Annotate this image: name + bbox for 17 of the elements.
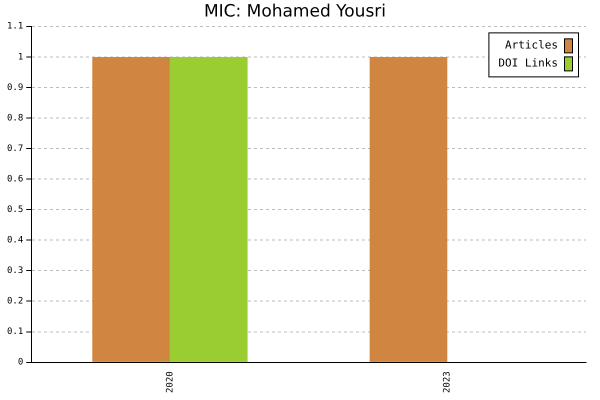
legend-label: DOI Links [498, 56, 558, 70]
chart-title: MIC: Mohamed Yousri [204, 2, 386, 22]
y-tick-label: 0.2 [6, 296, 24, 307]
x-tick-label: 2023 [442, 371, 453, 394]
legend-label: Articles [505, 38, 558, 52]
y-tick-label: 0.5 [6, 204, 24, 215]
y-tick-label: 0.7 [6, 144, 24, 154]
y-tick-label: 0.1 [6, 327, 24, 338]
x-tick-label: 2020 [165, 371, 176, 394]
y-tick-label: 1 [18, 52, 24, 62]
y-tick-label: 0 [18, 358, 24, 368]
y-tick-label: 0.8 [6, 113, 24, 124]
y-tick-label: 0.4 [6, 236, 24, 246]
y-tick-label: 0.9 [6, 82, 24, 93]
y-tick-label: 1.1 [6, 22, 24, 32]
y-tick-label: 0.3 [6, 266, 24, 276]
y-tick-label: 0.6 [6, 174, 24, 184]
